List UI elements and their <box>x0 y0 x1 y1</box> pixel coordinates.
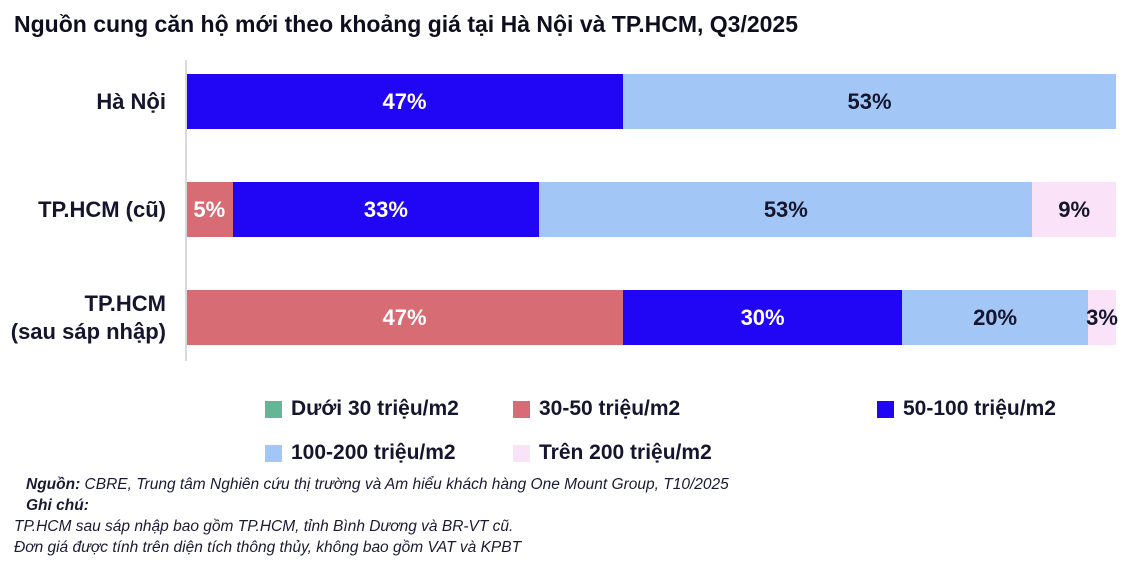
legend-label: 50-100 triệu/m2 <box>903 397 1056 420</box>
legend-swatch <box>513 400 530 418</box>
category-label: TP.HCM (sau sáp nhập) <box>10 291 166 344</box>
source-text: CBRE, Trung tâm Nghiên cứu thị trường và… <box>84 476 729 493</box>
legend-label: Trên 200 triệu/m2 <box>539 441 712 464</box>
notes-label: Ghi chú: <box>26 497 89 514</box>
bar-segment: 9% <box>1032 182 1116 237</box>
legend-item: 30-50 triệu/m2 <box>513 397 877 421</box>
legend-label: 30-50 triệu/m2 <box>539 397 681 420</box>
legend-item: Trên 200 triệu/m2 <box>513 441 877 465</box>
bar-segment: 3% <box>1086 290 1118 345</box>
note-line-2: Đơn giá được tính trên diện tích thông t… <box>14 539 522 556</box>
stacked-bar-chart: Hà Nội 47% 53% TP.HCM (cũ) 5% 33% 53% 9% TP.HCM … <box>0 60 1118 361</box>
stacked-bar: 47% 30% 20% 3% <box>186 290 1118 345</box>
stacked-bar: 5% 33% 53% 9% <box>186 182 1116 237</box>
footer-notes: Nguồn: CBRE, Trung tâm Nghiên cứu thị tr… <box>0 474 1129 558</box>
note-line-1: TP.HCM sau sáp nhập bao gồm TP.HCM, tỉnh… <box>14 518 514 535</box>
bar-segment: 47% <box>186 290 624 345</box>
bar-segment: 47% <box>186 74 624 129</box>
legend-swatch <box>877 400 894 418</box>
source-line: Nguồn: CBRE, Trung tâm Nghiên cứu thị tr… <box>0 474 1129 495</box>
legend-swatch <box>265 400 282 418</box>
bar-segment: 5% <box>186 182 233 237</box>
legend-label: Dưới 30 triệu/m2 <box>291 397 459 420</box>
legend-item: Dưới 30 triệu/m2 <box>265 397 513 421</box>
chart-row: TP.HCM (sau sáp nhập) 47% 30% 20% 3% <box>0 290 1118 345</box>
bar-segment: 53% <box>623 74 1116 129</box>
legend-label: 100-200 triệu/m2 <box>291 441 456 464</box>
legend-item: 100-200 triệu/m2 <box>265 441 513 465</box>
legend-swatch <box>513 444 530 462</box>
bar-segment: 30% <box>623 290 903 345</box>
category-label: TP.HCM (cũ) <box>38 196 166 222</box>
legend-swatch <box>265 444 282 462</box>
category-label: Hà Nội <box>96 88 166 114</box>
legend-item: 50-100 triệu/m2 <box>877 397 1129 421</box>
chart-row: TP.HCM (cũ) 5% 33% 53% 9% <box>0 182 1118 237</box>
stacked-bar: 47% 53% <box>186 74 1116 129</box>
chart-row: Hà Nội 47% 53% <box>0 74 1118 129</box>
y-axis-line <box>185 60 187 361</box>
bar-segment: 53% <box>539 182 1033 237</box>
chart-title: Nguồn cung căn hộ mới theo khoảng giá tạ… <box>14 11 798 37</box>
chart-legend: Dưới 30 triệu/m2 30-50 triệu/m2 50-100 tri… <box>265 397 1129 465</box>
bar-segment: 20% <box>902 290 1089 345</box>
chart-rows: Hà Nội 47% 53% TP.HCM (cũ) 5% 33% 53% 9% TP.HCM … <box>0 60 1118 361</box>
source-label: Nguồn: <box>26 476 81 493</box>
bar-segment: 33% <box>232 182 540 237</box>
